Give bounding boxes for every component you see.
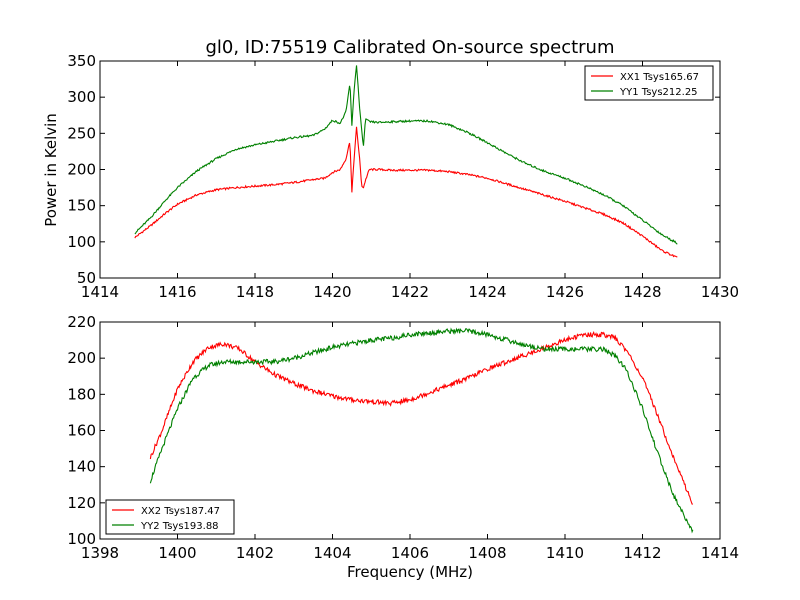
legend-label-bottom-1: XX2 Tsys187.47: [141, 506, 220, 517]
series-line-top-1: [134, 126, 678, 258]
y-tick-label-top: 250: [67, 124, 96, 142]
series-line-bottom-1: [149, 331, 693, 505]
legend-box-top: [584, 65, 714, 101]
y-tick-label-top: 50: [77, 269, 96, 287]
y-tick-label-bottom: 160: [67, 422, 96, 440]
x-tick-label-top: 1416: [158, 283, 196, 301]
x-tick-label-bottom: 1406: [391, 544, 429, 562]
legend-label-top-2: YY1 Tsys212.25: [619, 87, 698, 98]
series-line-bottom-2: [149, 327, 694, 534]
x-tick-label-top: 1424: [468, 283, 506, 301]
y-axis-label: Power in Kelvin: [42, 113, 60, 227]
y-tick-label-bottom: 200: [67, 349, 96, 367]
legend-box-bottom: [105, 499, 235, 535]
bottom-spectrum-panel: 1398 1400 1402 1404 1406 1408 1410 1412 1414 100 1…: [67, 313, 739, 562]
x-tick-label-top: 1418: [236, 283, 274, 301]
x-tick-label-bottom: 1412: [623, 544, 661, 562]
x-tick-label-top: 1420: [313, 283, 351, 301]
x-tick-label-top: 1430: [701, 283, 739, 301]
legend-label-top-1: XX1 Tsys165.67: [620, 72, 699, 83]
x-tick-label-bottom: 1398: [81, 544, 119, 562]
x-tick-label-bottom: 1410: [546, 544, 584, 562]
x-tick-label-top: 1414: [81, 283, 119, 301]
y-tick-label-top: 300: [67, 88, 96, 106]
y-tick-label-top: 100: [67, 233, 96, 251]
y-tick-label-top: 200: [67, 161, 96, 179]
x-tick-label-top: 1426: [546, 283, 584, 301]
y-tick-label-top: 150: [67, 197, 96, 215]
y-tick-label-bottom: 100: [67, 530, 96, 548]
x-axis-label: Frequency (MHz): [347, 563, 473, 581]
legend-label-bottom-2: YY2 Tsys193.88: [140, 521, 219, 532]
x-tick-label-bottom: 1404: [313, 544, 351, 562]
x-tick-label-bottom: 1402: [236, 544, 274, 562]
x-tick-label-top: 1422: [391, 283, 429, 301]
y-tick-label-top: 350: [67, 52, 96, 70]
x-tick-label-bottom: 1414: [701, 544, 739, 562]
figure-title: gl0, ID:75519 Calibrated On-source spect…: [205, 37, 614, 58]
top-spectrum-panel: 1414 1416 1418 1420 1422 1424 1426 1428 1430 50 10…: [67, 52, 739, 301]
y-tick-label-bottom: 120: [67, 494, 96, 512]
x-tick-label-bottom: 1408: [468, 544, 506, 562]
y-tick-label-bottom: 180: [67, 385, 96, 403]
y-tick-label-bottom: 220: [67, 313, 96, 331]
series-line-top-2: [134, 65, 678, 245]
y-tick-label-bottom: 140: [67, 458, 96, 476]
x-tick-label-top: 1428: [623, 283, 661, 301]
x-tick-label-bottom: 1400: [158, 544, 196, 562]
